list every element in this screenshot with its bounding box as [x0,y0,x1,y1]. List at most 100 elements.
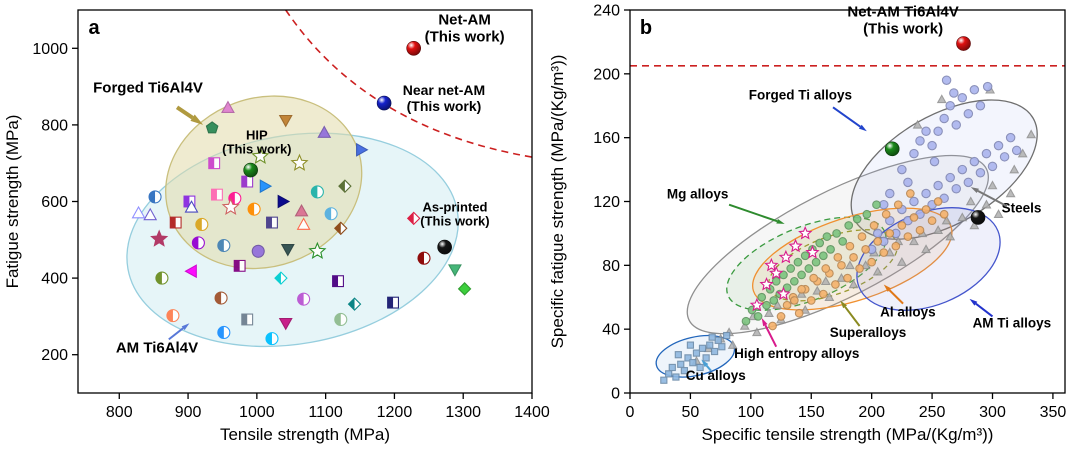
y-tick-label: 240 [593,3,620,20]
literature-alloys-point [150,229,169,247]
literature-alloys-point [221,197,240,215]
forged-ti-alloys-point [951,183,961,194]
forged-ti6al4v-label-arrow-line [175,105,194,120]
literature-alloys-point [338,179,352,193]
net-am-ti6al4v-label: (This work) [863,20,943,37]
y-tick-label: 200 [593,66,620,83]
x-tick-label: 350 [1040,404,1067,421]
forged-ti-alloys-point [903,177,913,188]
al-alloys-point [849,253,858,262]
forged-ti-alloys-point [957,93,968,103]
net-am-label: Net-AM [438,12,491,29]
high-entropy-alloys-point [776,286,791,301]
steels-point [945,231,956,241]
cu-alloys-point [660,376,668,384]
al-alloys-point [797,284,806,294]
al-alloys-point [861,245,870,254]
literature-alloys-point [217,325,231,340]
forged-ti-alloys-point [885,188,895,199]
literature-alloys-point [247,202,261,216]
literature-alloys-point [417,251,431,265]
mg-alloys-point [844,221,854,230]
mg-alloys-point [811,257,821,267]
cu-alloys-point [702,354,710,362]
mg-alloys-point [771,276,781,286]
al-alloys-point [921,205,931,214]
literature-alloys-point [332,275,344,288]
steels-point [820,276,831,286]
near-net-am-ball [376,95,392,111]
forged-ti-alloys-point [982,81,993,92]
mg-alloys-point [815,238,825,248]
net-am-ti6al4v-ball [956,36,971,51]
hip-label: (This work) [222,141,291,156]
al-alloys-point [873,237,883,246]
al-alloys-point [893,200,903,210]
forged-ti-alloys-point [949,88,959,98]
cu-alloys-point [689,359,697,367]
high-entropy-alloys-point [805,245,820,259]
mg-alloys-point [872,200,881,210]
mg-alloys-point [862,209,872,219]
literature-alloys-point [290,153,309,171]
forged-ti-alloys-point [987,161,998,172]
steels-point [796,288,807,298]
forged-ti-alloys-point [975,168,986,178]
al-alloys-point [881,209,891,219]
mg-alloys-point [818,251,828,261]
cu-alloys-point [686,341,695,349]
mg-alloys-point [753,312,763,321]
al-alloys-point [782,300,792,310]
as-printed-label: (This work) [420,213,489,228]
steels-point [727,339,738,349]
al-alloys-point [933,197,943,206]
literature-alloys-point [191,236,205,250]
steels-point [981,199,992,209]
steels-point [751,327,762,337]
x-tick-label: 50 [682,404,700,421]
steels-point [936,94,947,104]
mg-alloys-label-arrow-line [728,203,778,223]
hip-label: HIP [246,127,268,142]
literature-alloys-point [251,146,270,165]
al-alloys-point [867,257,877,267]
steels-point [772,300,783,309]
high-entropy-alloys-point [759,276,774,291]
x-axis-title: Specific tensile strength (MPa/(Kg/m³)) [702,425,994,444]
forged-ti6al4v-label-arrow-head [190,114,204,125]
al-alloys-point [837,260,846,270]
literature-alloys-point [195,217,209,232]
as-printed-ball-ball [970,210,986,225]
al-alloys-point [939,209,949,219]
cu-alloys-label-arrow-head [701,359,709,368]
forged-ti-alloys-point [933,180,943,191]
cu-alloys-point [680,367,688,375]
cu-alloys-point [708,333,716,341]
y-tick-label: 600 [41,194,68,211]
cu-alloys-point [672,373,680,381]
high-entropy-alloys-point [769,265,784,280]
am-ti-alloys-label-arrow-head [969,298,978,306]
panel-letter: a [88,17,100,39]
steels-point [1026,129,1037,139]
cu-alloys-point [684,354,692,362]
am-ti6al4v-label-arrow-head [181,323,190,331]
steels-point [941,215,952,225]
mg-alloys-point [786,264,796,273]
cu-alloys-point [718,343,726,351]
steels-series [691,84,1037,365]
mg-alloys-point [822,232,832,241]
am-ti-alloys-label-arrow-line [975,302,994,318]
al-alloys-point [843,273,852,283]
forged-ti-alloys-point [945,101,955,111]
literature-alloys-point [169,216,182,229]
literature-alloys-point [184,200,199,213]
steels-point [848,279,859,289]
forged-ti-alloys-point [1011,145,1022,156]
al-alloys-point [885,229,895,238]
cu-alloys-point [706,341,714,349]
x-tick-label: 150 [798,404,825,421]
forged-ti-alloys-point [872,228,883,239]
steels-point [965,196,976,206]
forged-ti-alloys-point [941,75,952,85]
